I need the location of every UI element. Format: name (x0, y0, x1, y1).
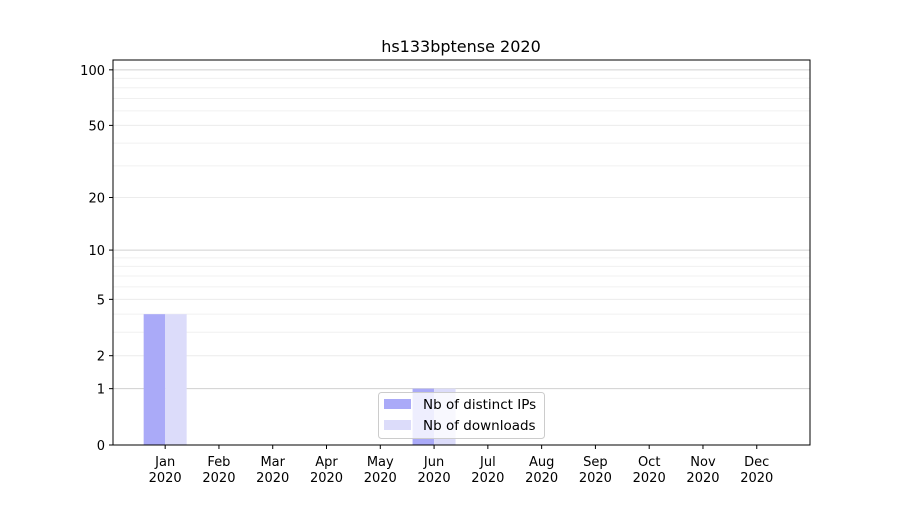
x-tick-label: Jan 2020 (149, 455, 182, 486)
x-tick-label: Aug 2020 (525, 455, 558, 486)
y-axis: 0 1 2 5 10 20 50 100 (80, 64, 113, 454)
y-tick-label: 0 (97, 439, 105, 454)
bar-distinct-ips (143, 314, 166, 445)
y-tick-label: 50 (88, 119, 105, 134)
plot-frame (112, 59, 811, 446)
bar-downloads (165, 314, 187, 445)
legend-frame (378, 392, 545, 439)
x-tick-label: Nov 2020 (686, 455, 719, 486)
x-tick-label: Jul 2020 (471, 455, 504, 486)
grid (113, 69, 810, 446)
y-tick-label: 10 (88, 244, 105, 259)
legend-label-downloads: Nb of downloads (423, 418, 536, 434)
chart-title: hs133bptense 2020 (381, 37, 541, 56)
x-axis: Jan 2020 Feb 2020 Mar 2020 Apr 2020 May 2020 Jun 20… (149, 445, 773, 486)
x-tick-label: Mar 2020 (256, 455, 289, 486)
x-tick-label: May 2020 (364, 455, 397, 486)
y-tick-label: 1 (97, 383, 105, 398)
legend: Nb of distinct IPs Nb of downloads (378, 392, 545, 439)
x-tick-label: Oct 2020 (633, 455, 666, 486)
x-tick-label: Dec 2020 (740, 455, 773, 486)
x-tick-label: Feb 2020 (202, 455, 235, 486)
y-tick-label: 20 (88, 192, 105, 207)
x-tick-label: Apr 2020 (310, 455, 343, 486)
x-tick-label: Jun 2020 (418, 455, 451, 486)
legend-swatch-ips (384, 399, 411, 409)
y-tick-label: 2 (97, 350, 105, 365)
legend-swatch-downloads (384, 420, 411, 430)
y-tick-label: 5 (97, 293, 105, 308)
legend-label-ips: Nb of distinct IPs (423, 397, 536, 413)
x-tick-label: Sep 2020 (579, 455, 612, 486)
y-tick-label: 100 (80, 64, 105, 79)
